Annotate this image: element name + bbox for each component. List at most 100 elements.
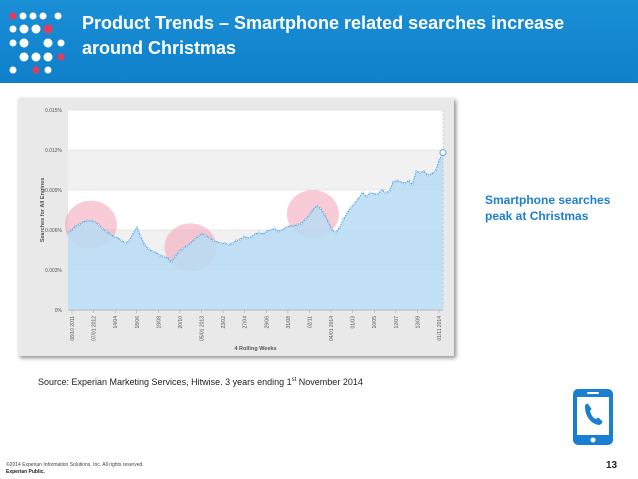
data-point bbox=[395, 179, 399, 182]
data-point bbox=[85, 219, 89, 222]
x-axis-title: 4 Rolling Weeks bbox=[234, 346, 276, 352]
data-point bbox=[246, 236, 249, 240]
y-axis-title: Searches for All Engines bbox=[40, 178, 46, 243]
data-point bbox=[254, 232, 257, 236]
data-point bbox=[353, 202, 357, 205]
data-point bbox=[239, 238, 242, 241]
x-tick-label: 02/11 bbox=[307, 316, 313, 328]
data-point bbox=[365, 195, 368, 198]
y-tick-label: 0.009% bbox=[45, 188, 63, 194]
x-tick-label: 19/08 bbox=[156, 316, 162, 329]
data-point bbox=[166, 256, 169, 260]
data-point bbox=[204, 234, 207, 237]
data-point bbox=[288, 224, 292, 228]
x-tick-label: 07/01 2012 bbox=[92, 316, 98, 341]
data-point bbox=[97, 223, 100, 226]
x-tick-label: 14/04 bbox=[113, 316, 119, 329]
data-point bbox=[411, 183, 414, 186]
area-fill bbox=[68, 152, 443, 310]
data-point bbox=[208, 236, 211, 240]
data-point bbox=[177, 250, 181, 253]
data-point bbox=[346, 211, 349, 214]
data-point bbox=[292, 224, 295, 228]
data-point bbox=[296, 223, 299, 226]
data-point bbox=[105, 230, 108, 233]
data-point bbox=[350, 206, 353, 209]
y-tick-label: 0.003% bbox=[45, 268, 63, 274]
data-point bbox=[185, 244, 188, 248]
x-tick-label: 01/11 2014 bbox=[437, 316, 443, 341]
data-point bbox=[124, 242, 127, 245]
source-text: Source: Experian Marketing Services, Hit… bbox=[38, 377, 292, 387]
data-point bbox=[300, 222, 303, 225]
x-tick-label: 01/03 bbox=[351, 316, 357, 329]
data-point bbox=[380, 188, 383, 192]
data-point bbox=[189, 242, 192, 245]
data-point bbox=[158, 254, 161, 257]
data-point bbox=[392, 180, 395, 184]
data-point bbox=[162, 255, 165, 258]
data-point bbox=[304, 218, 307, 221]
data-point bbox=[212, 239, 215, 242]
data-point bbox=[143, 243, 146, 246]
data-point bbox=[273, 227, 276, 230]
copyright-text: ©2014 Experian Information Solutions, In… bbox=[6, 462, 144, 468]
data-point bbox=[181, 247, 184, 250]
data-point bbox=[128, 239, 131, 242]
x-tick-label: 23/02 bbox=[221, 316, 227, 329]
x-tick-label: 27/04 bbox=[243, 316, 249, 329]
data-point bbox=[334, 231, 338, 234]
data-point bbox=[93, 220, 96, 224]
header-bar: Product Trends – Smartphone related sear… bbox=[0, 0, 638, 83]
data-point bbox=[426, 174, 429, 177]
data-point bbox=[418, 171, 422, 174]
data-point bbox=[242, 235, 246, 238]
data-point bbox=[120, 239, 123, 242]
y-tick-label: 0% bbox=[55, 308, 63, 314]
data-point bbox=[323, 212, 326, 216]
data-point bbox=[151, 250, 154, 253]
data-point bbox=[235, 239, 238, 242]
grid-band bbox=[68, 150, 443, 190]
x-tick-label: 12/07 bbox=[394, 316, 400, 329]
data-point bbox=[338, 226, 341, 229]
data-point bbox=[74, 224, 77, 228]
smartphone-call-icon bbox=[573, 389, 613, 445]
classification-text: Experian Public. bbox=[6, 469, 45, 475]
data-point bbox=[284, 226, 288, 229]
data-point bbox=[227, 243, 230, 246]
data-point bbox=[116, 236, 119, 240]
data-point bbox=[70, 228, 73, 232]
x-tick-label: 29/06 bbox=[264, 316, 270, 329]
y-tick-label: 0.012% bbox=[45, 148, 63, 154]
experian-dots-logo-icon bbox=[9, 12, 65, 74]
data-point bbox=[438, 159, 441, 162]
data-point bbox=[327, 220, 330, 224]
data-point bbox=[154, 251, 158, 254]
data-point bbox=[131, 232, 135, 236]
x-tick-label: 04/01 2014 bbox=[329, 316, 335, 341]
data-point bbox=[384, 191, 387, 194]
x-tick-label: 08/10 2011 bbox=[70, 316, 76, 341]
data-point bbox=[101, 227, 104, 230]
data-point bbox=[200, 232, 204, 236]
data-point bbox=[82, 220, 85, 224]
data-point bbox=[108, 232, 112, 236]
latest-point-marker bbox=[439, 149, 447, 157]
data-point bbox=[139, 235, 142, 238]
source-note: Source: Experian Marketing Services, Hit… bbox=[38, 377, 363, 387]
x-tick-label: 31/08 bbox=[286, 316, 292, 329]
data-point bbox=[277, 230, 280, 233]
series-line bbox=[67, 152, 444, 263]
data-point bbox=[361, 191, 364, 194]
x-tick-label: 13/09 bbox=[415, 316, 421, 329]
page-number: 13 bbox=[606, 460, 618, 471]
data-point bbox=[147, 247, 150, 250]
data-point bbox=[112, 235, 116, 238]
data-point bbox=[78, 223, 81, 226]
data-point bbox=[315, 204, 318, 208]
data-point bbox=[89, 219, 93, 222]
data-point bbox=[407, 179, 410, 182]
x-tick-label: 20/10 bbox=[178, 316, 184, 329]
data-point bbox=[342, 218, 345, 221]
